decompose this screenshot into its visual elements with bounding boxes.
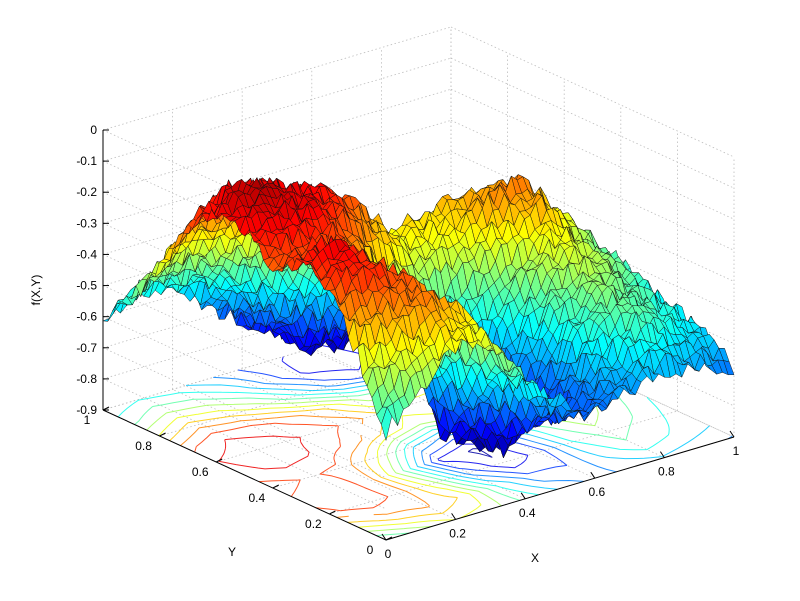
grid-line xyxy=(159,332,508,437)
x-tick-label: 0.6 xyxy=(588,485,605,499)
y-tick-mark xyxy=(272,484,280,489)
grid-line xyxy=(102,119,452,224)
grid-line xyxy=(450,26,735,158)
z-tick-label: -0.4 xyxy=(76,247,97,261)
x-axis-label: X xyxy=(531,551,539,565)
z-tick-label: -0.5 xyxy=(76,279,97,293)
z-tick-label: -0.2 xyxy=(76,185,97,199)
x-tick-label: 0.4 xyxy=(519,506,536,520)
y-tick-mark xyxy=(102,406,110,411)
x-tick-label: 0 xyxy=(385,547,392,561)
y-axis-label: Y xyxy=(228,545,236,559)
contour-line xyxy=(194,422,389,512)
y-tick-label: 0 xyxy=(367,543,374,557)
y-tick-label: 0.6 xyxy=(192,465,209,479)
y-tick-label: 0.2 xyxy=(305,517,322,531)
grid-line xyxy=(102,26,452,131)
x-axis-line xyxy=(385,436,735,541)
grid-line xyxy=(102,306,452,411)
x-tick-mark xyxy=(729,430,735,438)
x-tick-mark xyxy=(520,492,526,500)
grid-line xyxy=(102,57,452,162)
x-tick-mark xyxy=(381,533,387,541)
axes-frame xyxy=(102,130,735,541)
grid-line xyxy=(102,88,452,193)
surface-mesh xyxy=(102,174,735,459)
y-tick-mark xyxy=(329,510,336,515)
y-tick-label: 0.4 xyxy=(248,491,265,505)
y-tick-mark xyxy=(159,432,166,437)
y-tick-label: 1 xyxy=(84,413,91,427)
z-tick-label: -0.8 xyxy=(76,372,97,386)
surface-cell xyxy=(381,406,393,442)
y-axis-line xyxy=(102,409,387,541)
y-tick-label: 0.8 xyxy=(135,439,152,453)
x-tick-label: 1 xyxy=(733,444,740,458)
z-tick-label: -0.3 xyxy=(76,216,97,230)
y-tick-mark xyxy=(385,536,393,541)
axis-ticks: 0 -0.1 -0.2 -0.3 -0.4 -0.5 -0.6 -0.7 -0.8 -0.9 0 0.… xyxy=(76,123,739,561)
x-tick-mark xyxy=(659,451,665,458)
z-axis-label: f(X,Y) xyxy=(29,275,43,306)
x-tick-label: 0.2 xyxy=(449,526,466,540)
z-tick-label: 0 xyxy=(90,123,97,137)
x-tick-label: 0.8 xyxy=(658,465,675,479)
y-tick-mark xyxy=(215,458,223,463)
z-tick-label: -0.1 xyxy=(76,154,97,168)
grid-line xyxy=(450,57,735,189)
x-tick-mark xyxy=(451,513,457,520)
z-tick-label: -0.7 xyxy=(76,341,97,355)
z-tick-label: -0.9 xyxy=(76,403,97,417)
x-tick-mark xyxy=(590,471,596,479)
z-tick-label: -0.6 xyxy=(76,310,97,324)
